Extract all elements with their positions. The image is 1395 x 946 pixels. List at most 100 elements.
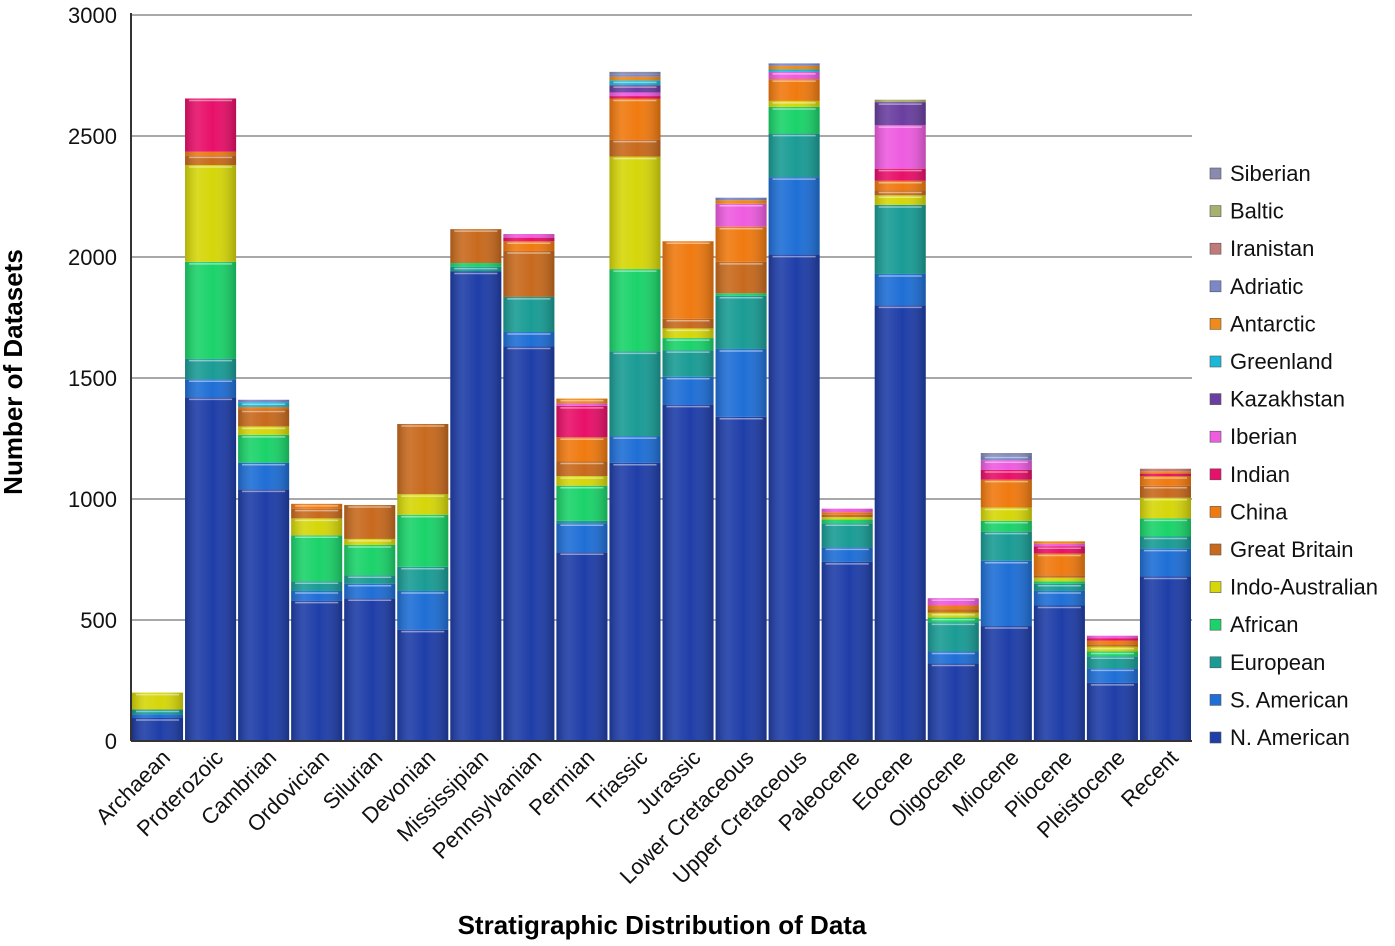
bar-segment-shading bbox=[132, 692, 184, 710]
bar-segment-shading bbox=[238, 409, 290, 427]
bar-segment-shading bbox=[185, 165, 237, 262]
bar-segment-shading bbox=[1139, 576, 1191, 741]
bar-segment-shading bbox=[450, 271, 502, 741]
bar-segment-shading bbox=[927, 609, 979, 613]
bar-segment-shading bbox=[980, 531, 1032, 561]
bar-segment-shading bbox=[556, 403, 608, 406]
legend-item: Indo-Australian bbox=[1209, 575, 1378, 600]
bar-segment-shading bbox=[1086, 646, 1138, 652]
bar-segment-shading bbox=[556, 476, 608, 486]
legend-swatch bbox=[1209, 318, 1222, 330]
bar-segment-shading bbox=[1139, 536, 1191, 549]
bar-segment-shading bbox=[609, 351, 661, 437]
bar-segment-shading bbox=[927, 605, 979, 610]
legend-item: Kazakhstan bbox=[1209, 387, 1345, 412]
legend-label: Antarctic bbox=[1230, 311, 1316, 336]
bar-segment-shading bbox=[1086, 638, 1138, 641]
bar-segment-shading bbox=[715, 226, 767, 262]
bar-segment-shading bbox=[450, 229, 502, 264]
legend-label: Greenland bbox=[1230, 349, 1333, 374]
bar-segment-shading bbox=[715, 200, 767, 204]
legend-item: Adriatic bbox=[1209, 274, 1303, 299]
bar-segment-shading bbox=[768, 65, 820, 70]
bar-segment-shading bbox=[238, 462, 290, 490]
bar-segment-shading bbox=[980, 453, 1032, 456]
bar-segment-shading bbox=[185, 358, 237, 380]
y-tick-labels: 0 500 1000 1500 2000 2500 3000 bbox=[68, 3, 117, 754]
bar-stack bbox=[662, 241, 714, 741]
bar-segment-shading bbox=[1086, 651, 1138, 657]
bar-segment-shading bbox=[874, 180, 926, 191]
bar-segment-shading bbox=[503, 234, 555, 238]
legend-label: S. American bbox=[1230, 687, 1349, 712]
legend-swatch bbox=[1209, 468, 1222, 481]
bar-segment-shading bbox=[185, 261, 237, 359]
bar-segment-shading bbox=[1086, 640, 1138, 645]
bar-segment-shading bbox=[556, 405, 608, 438]
bar-segment-shading bbox=[1033, 590, 1085, 606]
bar-segment-shading bbox=[821, 519, 873, 524]
legend-item: Greenland bbox=[1209, 349, 1333, 374]
bar-stack bbox=[874, 99, 926, 741]
legend-label: Adriatic bbox=[1230, 274, 1303, 299]
bar-segment-shading bbox=[238, 402, 290, 408]
bar-segment-shading bbox=[715, 295, 767, 349]
bar-segment-shading bbox=[1033, 553, 1085, 576]
legend-label: Indo-Australian bbox=[1230, 575, 1378, 600]
bar-segment-shading bbox=[609, 139, 661, 157]
legend-swatch bbox=[1209, 656, 1222, 669]
bar-segment-shading bbox=[874, 168, 926, 181]
bar-segment-shading bbox=[238, 399, 290, 403]
bar-segment-shading bbox=[344, 505, 396, 539]
legend-swatch bbox=[1209, 581, 1222, 593]
bar-segment-shading bbox=[185, 379, 237, 398]
bar-segment-shading bbox=[609, 76, 661, 81]
bar-segment-shading bbox=[1033, 575, 1085, 578]
bar-segment-shading bbox=[980, 560, 1032, 627]
bar-segment-shading bbox=[662, 318, 714, 329]
bar-segment-shading bbox=[715, 348, 767, 417]
bar-segment-shading bbox=[927, 598, 979, 606]
legend: Siberian Baltic Iranistan Adriatic Antarctic… bbox=[1209, 161, 1378, 750]
bar-stack bbox=[397, 423, 449, 741]
legend-item: Iranistan bbox=[1209, 236, 1314, 261]
bar-segment-shading bbox=[503, 241, 555, 251]
legend-label: Iranistan bbox=[1230, 236, 1314, 261]
bar-segment-shading bbox=[980, 460, 1032, 470]
bar-segment-shading bbox=[927, 622, 979, 652]
y-tick-label: 500 bbox=[80, 608, 117, 633]
bar-segment-shading bbox=[238, 434, 290, 463]
bar-segment-shading bbox=[556, 398, 608, 404]
bar-segment-shading bbox=[609, 462, 661, 741]
bar-segment-shading bbox=[768, 177, 820, 255]
bar-segment-shading bbox=[397, 566, 449, 591]
bar-segment-shading bbox=[344, 575, 396, 584]
bar-segment-shading bbox=[715, 261, 767, 294]
bar-stack bbox=[1033, 541, 1085, 741]
legend-swatch bbox=[1209, 393, 1222, 405]
bar-segment-shading bbox=[503, 237, 555, 242]
bar-segment-shading bbox=[609, 98, 661, 140]
y-tick-label: 3000 bbox=[68, 3, 117, 28]
bar-segment-shading bbox=[662, 404, 714, 741]
bar-stack bbox=[980, 453, 1032, 741]
bar-segment-shading bbox=[291, 535, 343, 582]
bar-segment-shading bbox=[821, 523, 873, 548]
bar-segment-shading bbox=[715, 293, 767, 296]
bar-segment-shading bbox=[821, 508, 873, 513]
legend-item: Iberian bbox=[1209, 424, 1297, 449]
bar-segment-shading bbox=[768, 69, 820, 72]
legend-item: Siberian bbox=[1209, 161, 1311, 186]
legend-item: China bbox=[1209, 499, 1288, 524]
legend-swatch bbox=[1209, 167, 1222, 180]
bar-segment-shading bbox=[980, 455, 1032, 461]
bar-segment-shading bbox=[1139, 497, 1191, 519]
bar-segment-shading bbox=[609, 74, 661, 77]
bar-segment-shading bbox=[1139, 518, 1191, 537]
bar-segment-shading bbox=[1033, 581, 1085, 584]
bar-segment-shading bbox=[980, 626, 1032, 741]
legend-swatch bbox=[1209, 506, 1222, 518]
legend-swatch bbox=[1209, 618, 1222, 631]
bar-segment-shading bbox=[1086, 656, 1138, 669]
